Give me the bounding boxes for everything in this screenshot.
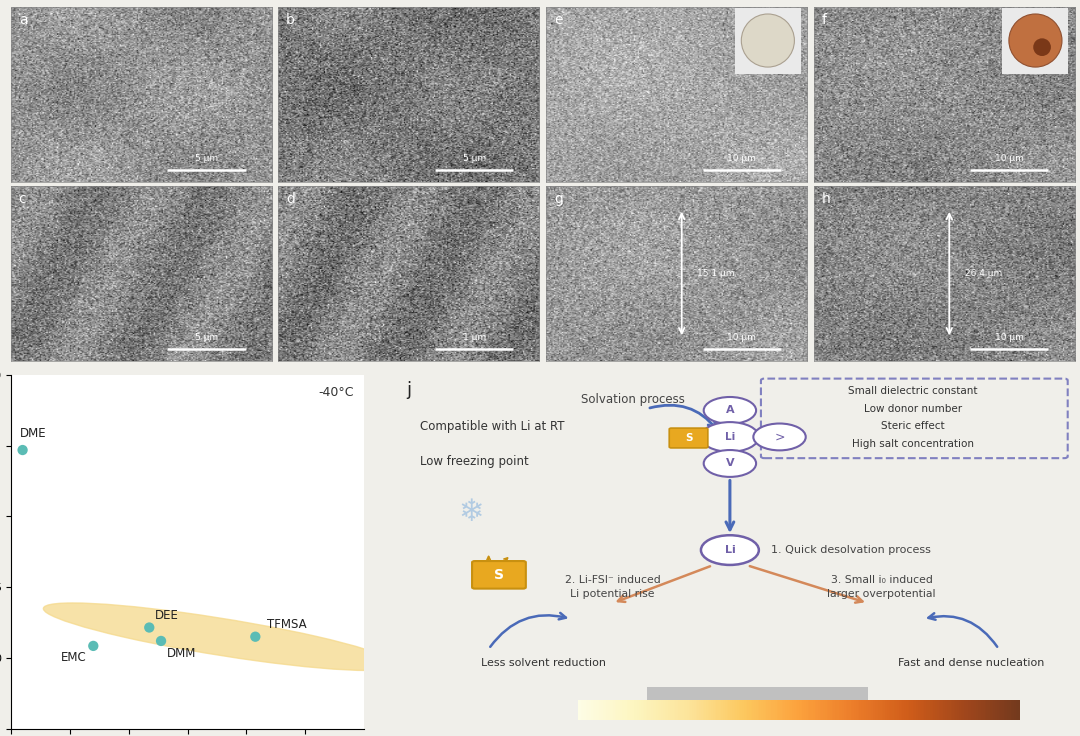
Circle shape xyxy=(704,397,756,424)
Text: Li: Li xyxy=(725,545,735,555)
Text: j: j xyxy=(406,381,411,400)
Text: DMM: DMM xyxy=(167,647,197,660)
Text: DEE: DEE xyxy=(156,609,179,622)
FancyBboxPatch shape xyxy=(670,428,707,448)
Circle shape xyxy=(704,450,756,477)
Circle shape xyxy=(754,423,806,450)
Text: Solvation process: Solvation process xyxy=(581,393,686,406)
Text: 5 μm: 5 μm xyxy=(195,333,218,342)
Text: 2. Li-FSI⁻ induced
Li potential rise: 2. Li-FSI⁻ induced Li potential rise xyxy=(565,576,661,599)
Point xyxy=(246,631,264,643)
Text: 10 μm: 10 μm xyxy=(995,333,1024,342)
Text: Fast and dense nucleation: Fast and dense nucleation xyxy=(897,658,1044,668)
FancyBboxPatch shape xyxy=(472,561,526,589)
Text: Low donor number: Low donor number xyxy=(864,403,961,414)
Text: 3. Small i₀ induced
larger overpotential: 3. Small i₀ induced larger overpotential xyxy=(827,576,935,599)
Text: c: c xyxy=(18,191,26,205)
Ellipse shape xyxy=(43,603,396,670)
Text: 1 μm: 1 μm xyxy=(462,333,486,342)
Text: Low freezing point: Low freezing point xyxy=(420,455,528,468)
Text: d: d xyxy=(286,191,295,205)
Text: h: h xyxy=(822,191,831,205)
Text: -40°C: -40°C xyxy=(319,386,354,399)
Text: Li: Li xyxy=(725,432,735,442)
Point xyxy=(84,640,102,652)
Bar xyxy=(647,687,867,701)
Text: >: > xyxy=(774,431,785,444)
Text: High salt concentration: High salt concentration xyxy=(852,439,973,449)
Text: e: e xyxy=(554,13,563,26)
Text: Compatible with Li at RT: Compatible with Li at RT xyxy=(420,420,564,433)
Text: ❄: ❄ xyxy=(459,498,484,528)
Text: Steric effect: Steric effect xyxy=(881,421,944,431)
Text: 10 μm: 10 μm xyxy=(727,154,756,163)
Circle shape xyxy=(701,535,759,565)
Text: 5 μm: 5 μm xyxy=(195,154,218,163)
Text: a: a xyxy=(18,13,27,26)
Text: DME: DME xyxy=(19,427,46,440)
Text: f: f xyxy=(822,13,826,26)
Text: A: A xyxy=(726,406,734,415)
Text: S: S xyxy=(685,433,692,443)
Text: Less solvent reduction: Less solvent reduction xyxy=(482,658,606,668)
Text: S: S xyxy=(494,568,504,582)
Text: b: b xyxy=(286,13,295,26)
Text: EMC: EMC xyxy=(60,651,86,665)
Text: 10 μm: 10 μm xyxy=(727,333,756,342)
Text: 1. Quick desolvation process: 1. Quick desolvation process xyxy=(771,545,931,555)
Point xyxy=(140,622,158,634)
Text: 15.1 μm: 15.1 μm xyxy=(698,269,734,278)
Text: g: g xyxy=(554,191,563,205)
Circle shape xyxy=(701,422,759,452)
Point xyxy=(152,635,170,647)
Text: 5 μm: 5 μm xyxy=(462,154,486,163)
Text: Small dielectric constant: Small dielectric constant xyxy=(848,386,977,396)
Point xyxy=(14,444,31,456)
Text: TFMSA: TFMSA xyxy=(267,618,307,631)
Text: 10 μm: 10 μm xyxy=(995,154,1024,163)
Text: 26.4 μm: 26.4 μm xyxy=(964,269,1002,278)
Text: V: V xyxy=(726,459,734,468)
